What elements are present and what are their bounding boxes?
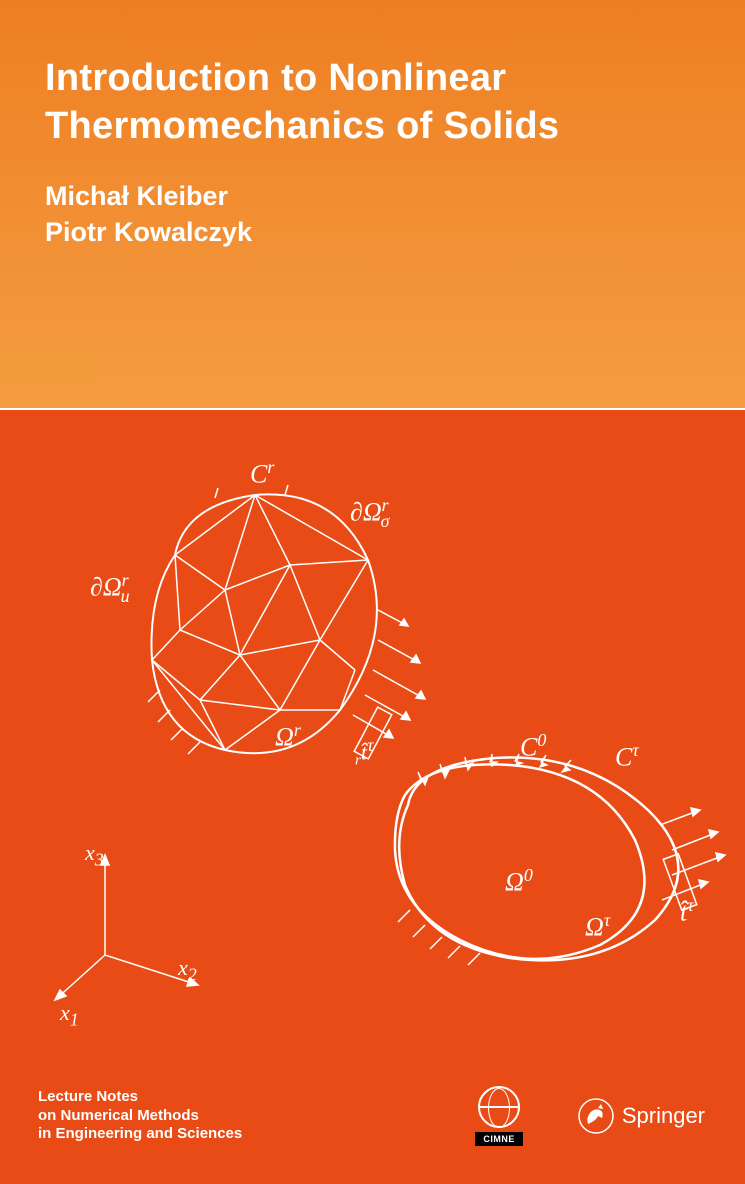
- cover-bottom-section: Cr ∂Ωrσ ∂Ωru Ωr rt̂τ C0 Cτ Ω0 Ωτ t̂τ x3 …: [0, 410, 745, 1184]
- series-title: Lecture Notes on Numerical Methods in En…: [38, 1088, 475, 1144]
- cimne-globe-icon: [478, 1086, 520, 1128]
- author-2: Piotr Kowalczyk: [45, 214, 700, 250]
- springer-text: Springer: [622, 1103, 705, 1129]
- book-title: Introduction to Nonlinear Thermomechanic…: [45, 55, 700, 150]
- label-Omega-tau: Ωτ: [585, 910, 610, 943]
- coordinate-axes: [55, 855, 198, 1000]
- label-x2: x2: [178, 955, 197, 985]
- label-t-hat-tau: t̂τ: [680, 895, 694, 928]
- deform-support-hatch: [398, 910, 480, 965]
- springer-horse-icon: [578, 1098, 614, 1134]
- label-Cr: Cr: [250, 457, 274, 490]
- authors-block: Michał Kleiber Piotr Kowalczyk: [45, 178, 700, 251]
- springer-logo: Springer: [578, 1098, 705, 1134]
- label-x1: x1: [60, 1000, 79, 1030]
- footer-bar: Lecture Notes on Numerical Methods in En…: [0, 1081, 745, 1151]
- label-dOmega-u-r: ∂Ωru: [90, 570, 130, 607]
- label-x3: x3: [85, 840, 104, 870]
- label-Ctau: Cτ: [615, 740, 639, 773]
- deform-body: [395, 754, 678, 960]
- label-dOmega-sigma-r: ∂Ωrσ: [350, 495, 390, 532]
- author-1: Michał Kleiber: [45, 178, 700, 214]
- label-r-t-hat-tau: rt̂τ: [355, 735, 373, 770]
- cimne-text: CIMNE: [475, 1132, 523, 1146]
- label-Omega0: Ω0: [505, 865, 533, 898]
- accent-bar: [0, 354, 96, 384]
- label-C0: C0: [520, 730, 546, 763]
- cover-top-section: Introduction to Nonlinear Thermomechanic…: [0, 0, 745, 408]
- mesh-body: [151, 485, 376, 753]
- label-Omega-r: Ωr: [275, 720, 301, 753]
- mesh-support-hatch: [148, 690, 200, 754]
- cimne-logo: CIMNE: [475, 1086, 523, 1146]
